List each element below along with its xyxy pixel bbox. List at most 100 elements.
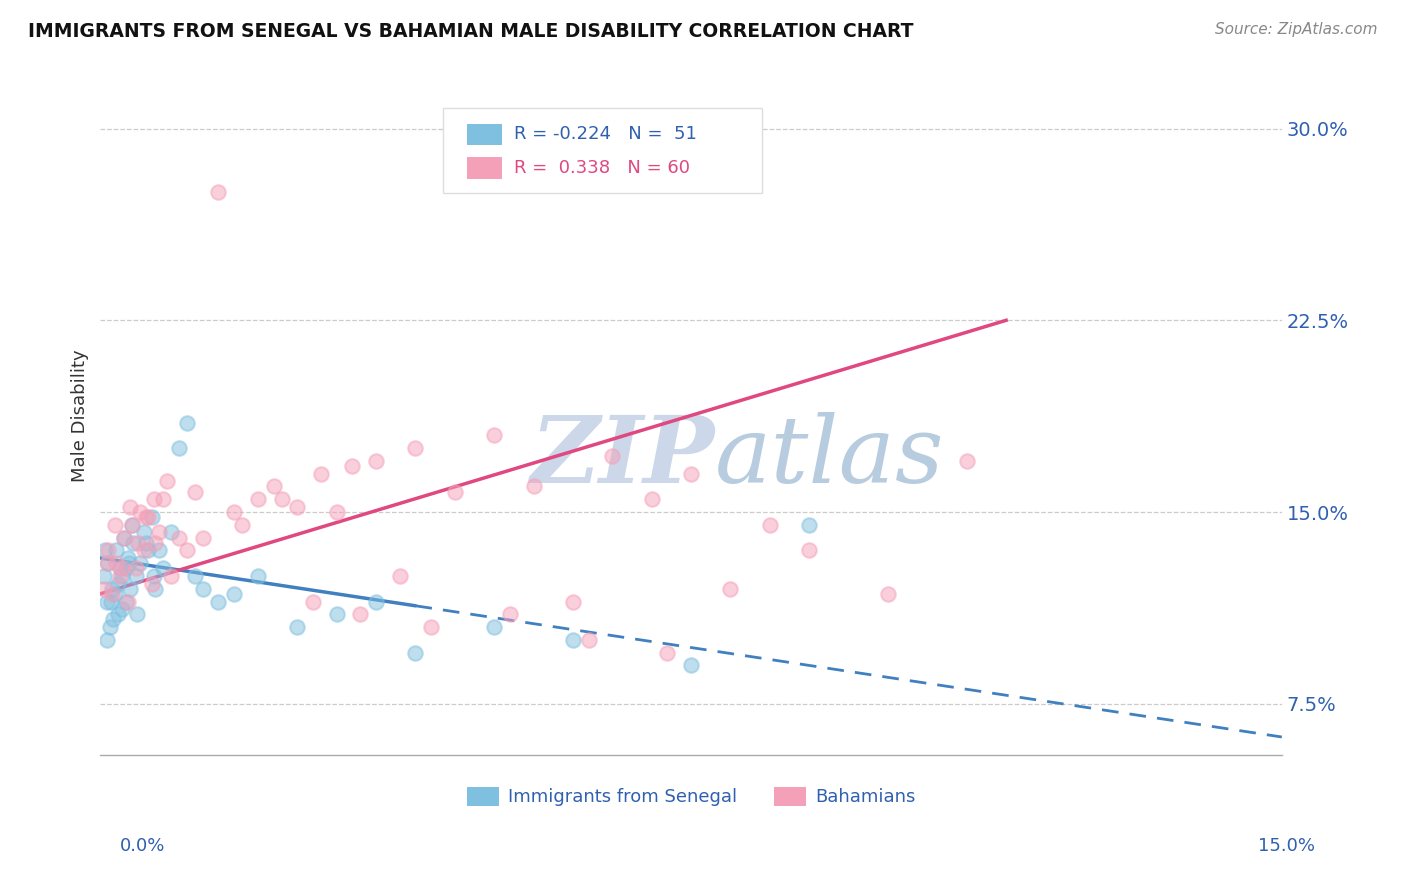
Point	[96, 556, 118, 570]
Point	[231, 517, 253, 532]
Point	[142, 492, 165, 507]
Point	[105, 556, 128, 570]
Point	[561, 594, 583, 608]
Point	[97, 556, 120, 570]
Point	[112, 531, 135, 545]
Point	[110, 602, 132, 616]
Point	[117, 594, 139, 608]
Text: ZIP: ZIP	[530, 412, 714, 502]
Point	[956, 454, 979, 468]
Point	[93, 582, 115, 596]
Point	[681, 658, 703, 673]
Point	[325, 505, 347, 519]
Point	[141, 576, 163, 591]
Text: 0.0%: 0.0%	[120, 837, 165, 855]
Point	[103, 517, 125, 532]
Point	[191, 531, 214, 545]
Point	[108, 569, 131, 583]
Point	[98, 620, 121, 634]
Point	[132, 543, 155, 558]
Point	[309, 467, 332, 481]
Point	[325, 607, 347, 622]
Point	[152, 561, 174, 575]
FancyBboxPatch shape	[467, 157, 502, 179]
Point	[145, 535, 167, 549]
Point	[285, 620, 308, 634]
Point	[148, 543, 170, 558]
Point	[105, 543, 128, 558]
Point	[145, 582, 167, 596]
Point	[799, 543, 821, 558]
Point	[121, 517, 143, 532]
Point	[246, 492, 269, 507]
Point	[103, 587, 125, 601]
Point	[112, 531, 135, 545]
Point	[142, 569, 165, 583]
Point	[107, 607, 129, 622]
Point	[342, 458, 364, 473]
Point	[207, 186, 229, 200]
Point	[364, 594, 387, 608]
Point	[100, 594, 122, 608]
Point	[118, 556, 141, 570]
Point	[135, 510, 157, 524]
Y-axis label: Male Disability: Male Disability	[72, 350, 89, 483]
Point	[176, 543, 198, 558]
Point	[96, 594, 118, 608]
Point	[114, 594, 136, 608]
Point	[127, 535, 149, 549]
Point	[127, 607, 149, 622]
Point	[122, 535, 145, 549]
Point	[160, 525, 183, 540]
Point	[420, 620, 443, 634]
Point	[94, 543, 117, 558]
Point	[877, 587, 900, 601]
Point	[799, 517, 821, 532]
Text: 15.0%: 15.0%	[1257, 837, 1315, 855]
Point	[111, 569, 134, 583]
Point	[120, 500, 142, 514]
Point	[184, 569, 207, 583]
Point	[125, 569, 148, 583]
Point	[160, 569, 183, 583]
Point	[578, 632, 600, 647]
Point	[141, 510, 163, 524]
Point	[111, 561, 134, 575]
Point	[115, 561, 138, 575]
Point	[720, 582, 742, 596]
Point	[246, 569, 269, 583]
Point	[128, 505, 150, 519]
Text: R = -0.224   N =  51: R = -0.224 N = 51	[513, 126, 697, 144]
Point	[101, 582, 124, 596]
Point	[135, 535, 157, 549]
Point	[641, 492, 664, 507]
Point	[499, 607, 522, 622]
Point	[184, 484, 207, 499]
Point	[121, 517, 143, 532]
Point	[349, 607, 371, 622]
Point	[759, 517, 782, 532]
Point	[263, 479, 285, 493]
Point	[270, 492, 292, 507]
Text: R =  0.338   N = 60: R = 0.338 N = 60	[513, 159, 690, 178]
Point	[224, 505, 246, 519]
Point	[443, 484, 465, 499]
Legend: Immigrants from Senegal, Bahamians: Immigrants from Senegal, Bahamians	[460, 780, 922, 814]
Point	[108, 561, 131, 575]
Point	[125, 561, 148, 575]
Point	[176, 416, 198, 430]
Point	[167, 531, 190, 545]
Text: Source: ZipAtlas.com: Source: ZipAtlas.com	[1215, 22, 1378, 37]
Point	[207, 594, 229, 608]
Point	[302, 594, 325, 608]
Point	[101, 612, 124, 626]
Point	[681, 467, 703, 481]
Point	[128, 556, 150, 570]
Point	[388, 569, 411, 583]
Point	[482, 620, 505, 634]
Point	[152, 492, 174, 507]
FancyBboxPatch shape	[443, 108, 762, 193]
Point	[156, 475, 179, 489]
Point	[522, 479, 544, 493]
Point	[136, 510, 159, 524]
